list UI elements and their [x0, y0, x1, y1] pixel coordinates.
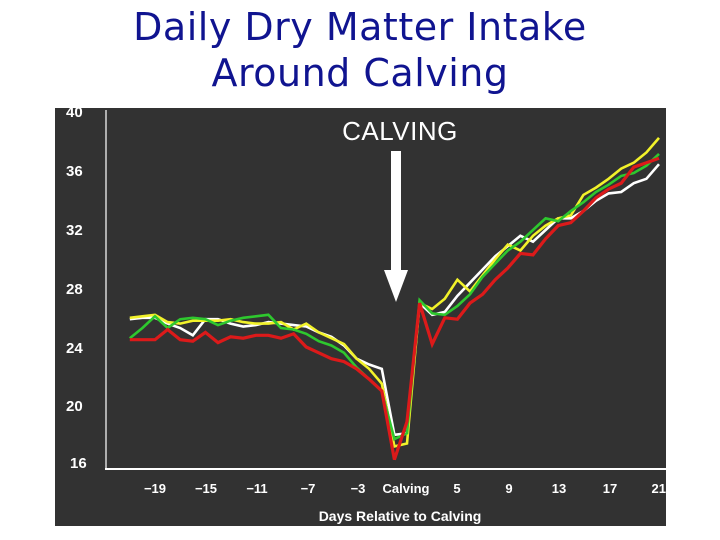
slide-title: Daily Dry Matter Intake Around Calving	[0, 4, 720, 96]
series-line-green	[128, 152, 660, 441]
y-tick-40: 40	[66, 104, 83, 121]
x-axis-label: Days Relative to Calving	[318, 508, 482, 524]
y-tick-28: 28	[66, 281, 83, 298]
x-tick-minus19: −19	[143, 481, 167, 496]
x-tick-17: 17	[602, 481, 618, 496]
series-lines	[128, 137, 660, 461]
series-line-yellow	[129, 137, 660, 448]
x-tick-minus15: −15	[194, 481, 218, 496]
y-tick-32: 32	[66, 222, 83, 239]
y-tick-16: 16	[70, 455, 87, 472]
x-tick-5: 5	[453, 481, 461, 496]
calving-arrow-icon	[384, 151, 408, 302]
x-tick-minus11: −11	[246, 481, 268, 496]
title-line-2: Around Calving	[211, 51, 509, 95]
series-line-red	[129, 156, 660, 461]
x-tick-calving: Calving	[382, 481, 430, 496]
title-line-1: Daily Dry Matter Intake	[133, 5, 587, 49]
y-tick-36: 36	[66, 163, 83, 180]
x-tick-13: 13	[551, 481, 567, 496]
x-tick-minus7: −7	[300, 481, 316, 496]
x-tick-21: 21	[651, 481, 666, 496]
y-tick-24: 24	[66, 340, 83, 357]
calving-annotation: CALVING	[342, 116, 458, 146]
x-tick-9: 9	[505, 481, 513, 496]
x-tick-minus3: −3	[350, 481, 366, 496]
y-tick-20: 20	[66, 398, 83, 415]
